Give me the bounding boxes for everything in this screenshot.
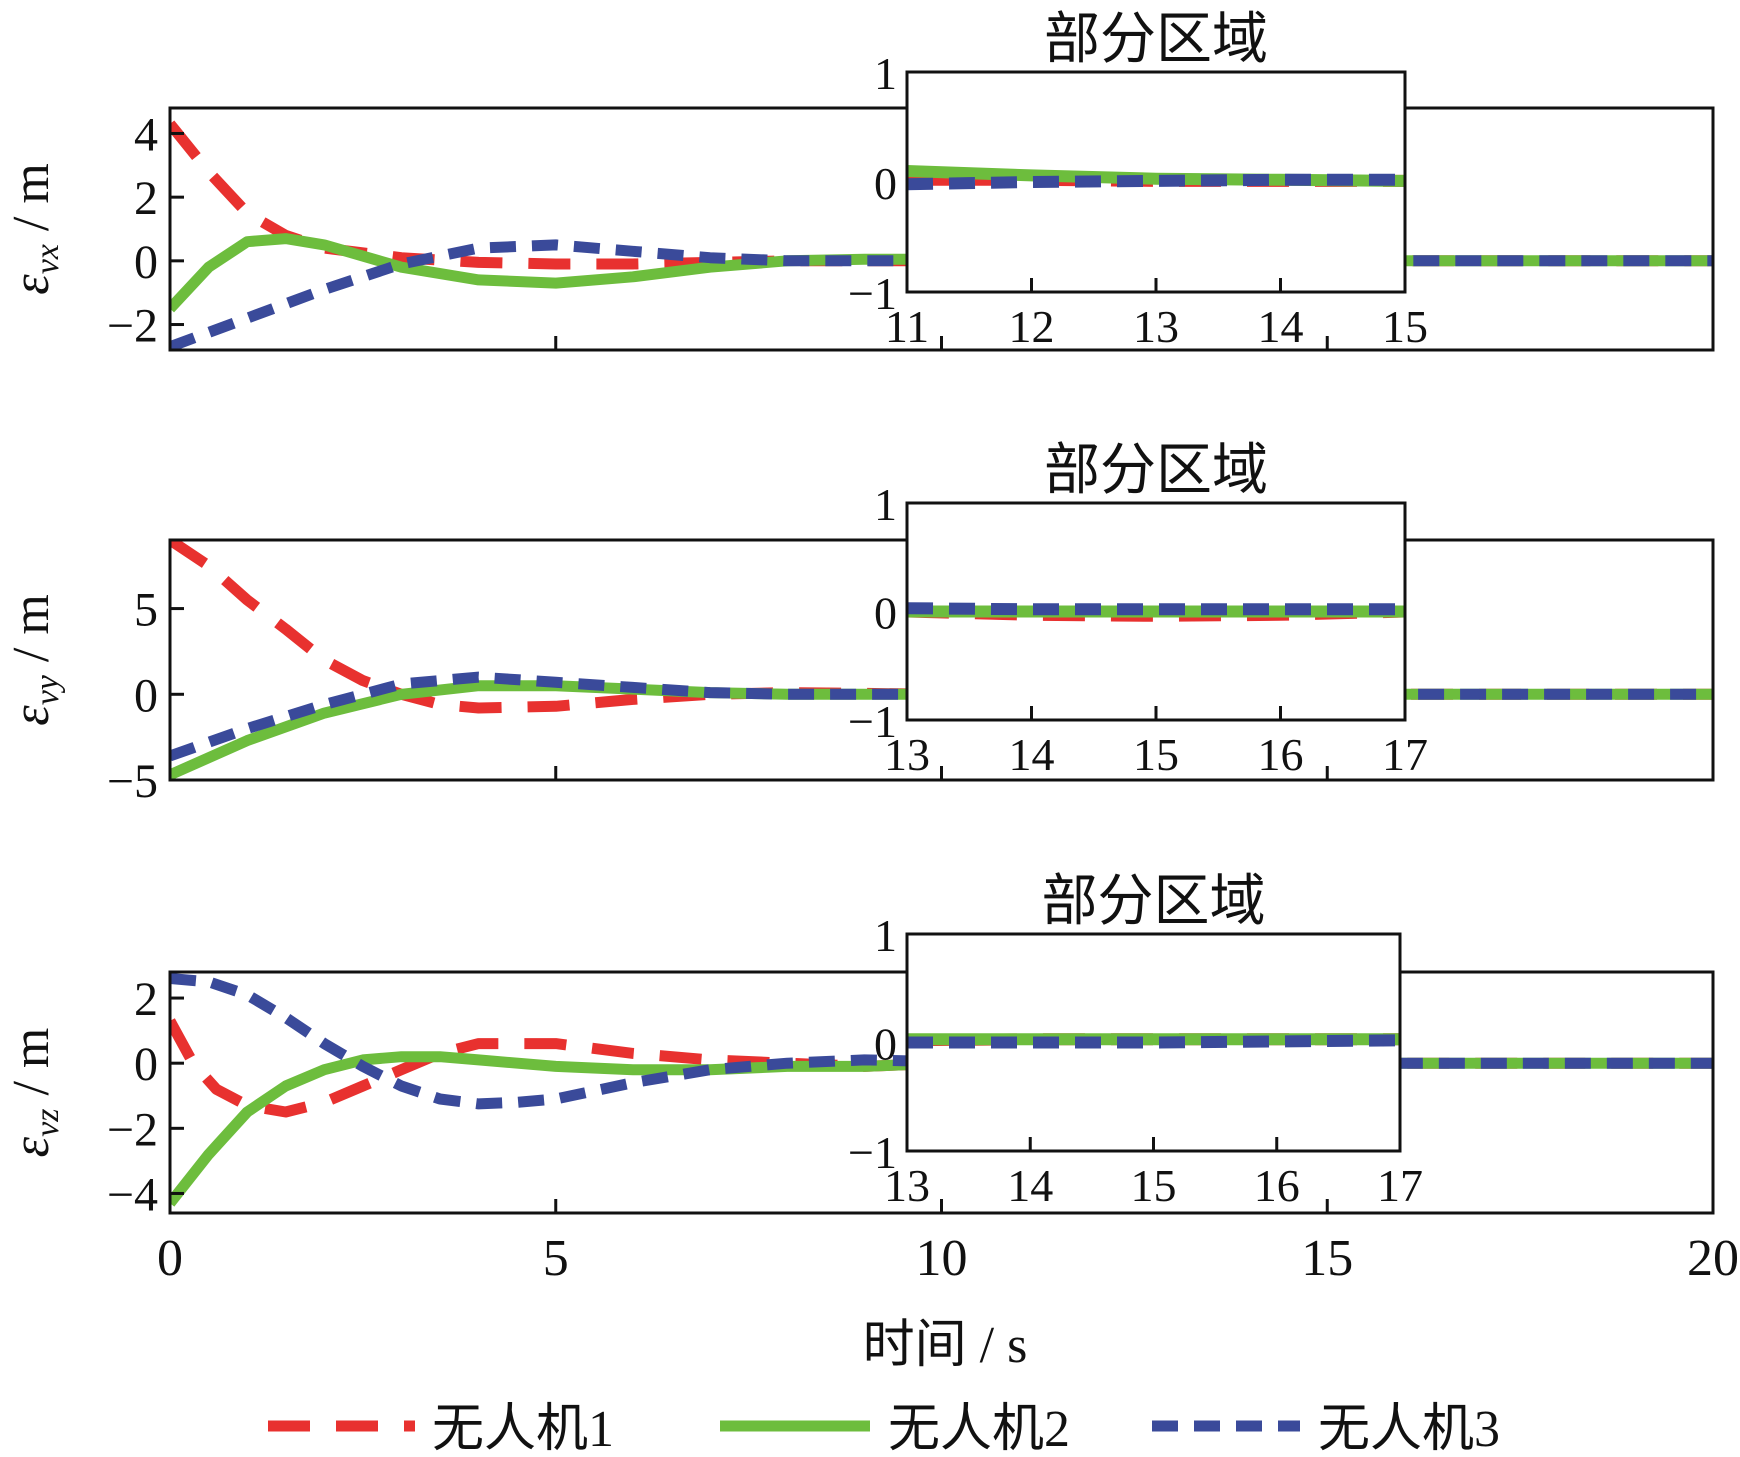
chart-panel-3: 2 0 −2 −4 εvz / m 1 0 −113 14 15 16 17 部分区域 — [3, 871, 1715, 1221]
panel-1-series-3-line — [170, 239, 1713, 350]
y-tick-label: 4 — [134, 108, 158, 161]
y-tick-label: −5 — [107, 755, 158, 808]
inset-x-tick-label: 17 — [1382, 729, 1428, 780]
inset-x-tick-label: 13 — [1133, 301, 1179, 352]
y-axis-title-3: εvz / m — [3, 1028, 66, 1158]
inset-x-tick-label: 11 — [885, 301, 929, 352]
inset-y-tick-label: −1 — [848, 268, 897, 319]
inset-x-tick-label: 15 — [1133, 729, 1179, 780]
y-tick-label: 2 — [134, 973, 158, 1026]
inset-y-tick-label: 1 — [874, 479, 897, 530]
inset-y-tick-label: 0 — [874, 1019, 897, 1070]
y-tick-label: 5 — [134, 584, 158, 637]
inset-x-tick-label: 16 — [1258, 729, 1304, 780]
legend-label-uav1: 无人机1 — [432, 1401, 614, 1457]
y-tick-label: −2 — [107, 1103, 158, 1156]
inset-y-tick-label: 1 — [874, 48, 897, 99]
inset-x-tick-label: 17 — [1377, 1160, 1423, 1211]
legend-item-uav2: 无人机2 — [720, 1401, 1070, 1457]
inset-title-1: 部分区域 — [1044, 9, 1268, 71]
y-axis-title-2: εvy / m — [3, 594, 66, 726]
legend: 无人机1 无人机2 无人机3 — [268, 1401, 1500, 1457]
inset-lines-3 — [907, 1033, 1400, 1049]
inset-x-tick-label: 14 — [1009, 729, 1055, 780]
legend-item-uav3: 无人机3 — [1152, 1401, 1500, 1457]
y-tick-label: 0 — [134, 669, 158, 722]
x-tick-label: 15 — [1301, 1230, 1353, 1287]
x-tick-label: 10 — [916, 1230, 968, 1287]
inset-x-tick-label: 14 — [1007, 1160, 1053, 1211]
y-tick-label: 0 — [134, 1038, 158, 1091]
legend-item-uav1: 无人机1 — [268, 1401, 614, 1457]
chart-panel-1: 4 2 0 −2 εvx / m 1 0 −111 12 13 14 15 部分区域 — [3, 9, 1715, 353]
inset-y-tick-label: −1 — [848, 696, 897, 747]
inset-panel-3: 1 0 −113 14 15 16 17 部分区域 — [848, 871, 1423, 1211]
y-axis-title-1: εvx / m — [3, 163, 66, 295]
inset-x-tick-label: 16 — [1254, 1160, 1300, 1211]
inset-x-tick-label: 12 — [1009, 301, 1055, 352]
inset-y-tick-label: 0 — [874, 158, 897, 209]
y-tick-label: 2 — [134, 172, 158, 225]
inset-title-2: 部分区域 — [1044, 440, 1268, 502]
y-tick-label: 0 — [134, 236, 158, 289]
x-tick-label: 5 — [543, 1230, 569, 1287]
inset-lines-2 — [907, 602, 1405, 622]
inset-x-tick-label: 14 — [1258, 301, 1304, 352]
inset-panel-2: 1 0 −113 14 15 16 17 部分区域 — [848, 440, 1428, 780]
inset-1-series-2-line — [907, 165, 1405, 187]
inset-y-tick-label: 0 — [874, 588, 897, 639]
inset-y-tick-label: 1 — [874, 910, 897, 961]
x-tick-label: 20 — [1687, 1230, 1739, 1287]
inset-y-tick-label: −1 — [848, 1127, 897, 1178]
inset-x-tick-label: 13 — [884, 1160, 930, 1211]
inset-x-tick-label: 15 — [1131, 1160, 1177, 1211]
x-tick-label: 0 — [157, 1230, 183, 1287]
inset-x-tick-label: 15 — [1382, 301, 1428, 352]
inset-x-tick-label: 13 — [884, 729, 930, 780]
y-tick-label: −2 — [107, 300, 158, 353]
inset-title-3: 部分区域 — [1042, 871, 1266, 933]
chart-panel-2: 5 0 −5 εvy / m 1 0 −113 14 15 16 17 部分区域 — [3, 440, 1715, 808]
panel-2-series-3-line — [170, 671, 1713, 762]
y-tick-label: −4 — [107, 1168, 158, 1221]
inset-lines-1 — [907, 165, 1405, 191]
x-axis-title: 时间 / s — [863, 1317, 1028, 1374]
inset-panel-1: 1 0 −111 12 13 14 15 部分区域 — [848, 9, 1428, 352]
legend-label-uav2: 无人机2 — [888, 1401, 1070, 1457]
legend-label-uav3: 无人机3 — [1318, 1401, 1500, 1457]
